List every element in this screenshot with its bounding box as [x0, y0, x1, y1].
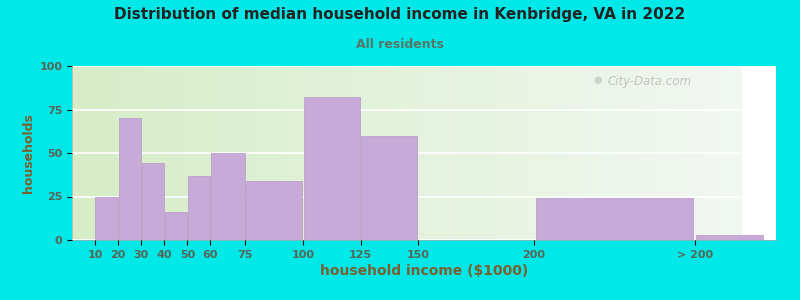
Text: City-Data.com: City-Data.com — [607, 75, 691, 88]
Text: ●: ● — [593, 75, 602, 85]
Bar — [536, 198, 693, 240]
Bar — [188, 176, 210, 240]
Bar — [95, 196, 118, 240]
Bar — [246, 181, 302, 240]
Y-axis label: households: households — [22, 113, 35, 193]
Bar — [362, 136, 418, 240]
Text: All residents: All residents — [356, 38, 444, 50]
Bar — [304, 97, 360, 240]
Bar — [118, 118, 141, 240]
Bar — [696, 235, 763, 240]
Text: Distribution of median household income in Kenbridge, VA in 2022: Distribution of median household income … — [114, 8, 686, 22]
Bar — [165, 212, 187, 240]
X-axis label: household income ($1000): household income ($1000) — [320, 264, 528, 278]
Bar — [211, 153, 245, 240]
Bar — [142, 164, 164, 240]
